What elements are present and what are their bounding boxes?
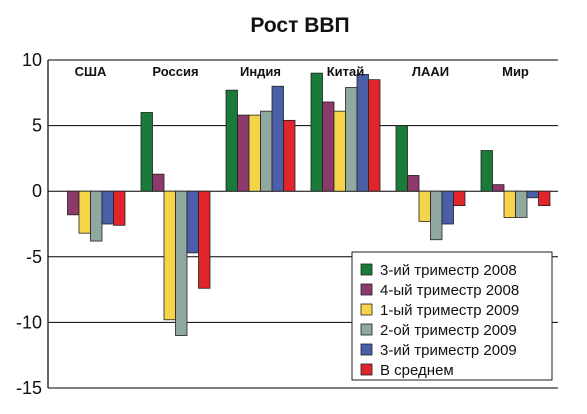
- legend-swatch: [360, 323, 373, 336]
- bar: [333, 110, 346, 192]
- bar: [407, 175, 420, 192]
- bar: [152, 173, 165, 192]
- y-tick-label: 5: [32, 116, 42, 136]
- y-tick-label: 10: [22, 50, 42, 70]
- bar: [430, 190, 443, 241]
- bar: [492, 184, 505, 192]
- legend-swatch: [360, 343, 373, 356]
- bar: [503, 190, 516, 218]
- bar: [453, 190, 466, 207]
- bars: [67, 72, 551, 336]
- bar: [271, 85, 284, 192]
- chart-title: Рост ВВП: [250, 14, 349, 37]
- legend-swatch: [360, 303, 373, 316]
- y-axis: 10 5 0 -5 -10 -15: [16, 50, 49, 398]
- bar: [225, 89, 238, 192]
- legend: 3-ий триместр 2008 4-ый триместр 2008 1-ый…: [351, 251, 553, 381]
- bar: [186, 190, 199, 254]
- category-label: Индия: [240, 64, 281, 79]
- category-label: США: [75, 64, 107, 79]
- bar: [515, 190, 528, 218]
- legend-swatch: [360, 263, 373, 276]
- bar: [368, 79, 381, 192]
- bar: [418, 190, 431, 222]
- bar: [310, 72, 323, 192]
- bar: [198, 190, 211, 289]
- category-label: Мир: [502, 64, 529, 79]
- bar: [163, 190, 176, 321]
- y-tick-label: -10: [16, 312, 42, 332]
- bar: [441, 190, 454, 225]
- bar: [113, 190, 126, 226]
- bar: [538, 190, 551, 207]
- bar: [480, 150, 493, 192]
- y-tick-label: -5: [26, 247, 42, 267]
- bar: [356, 74, 369, 192]
- bar: [345, 87, 358, 192]
- bar: [140, 112, 153, 192]
- bar: [322, 101, 335, 192]
- y-tick-label: 0: [32, 181, 42, 201]
- group-labels: США Россия Индия Китай ЛААИ Мир: [75, 64, 529, 79]
- legend-label: 4-ый триместр 2008: [380, 282, 519, 299]
- bar: [248, 114, 261, 192]
- legend-label: 3-ий триместр 2009: [380, 342, 517, 359]
- bar: [283, 119, 296, 192]
- legend-label: В среднем: [380, 362, 454, 379]
- bar: [90, 190, 103, 242]
- legend-label: 3-ий триместр 2008: [380, 262, 517, 279]
- category-label: Россия: [152, 64, 198, 79]
- y-tick-label: -15: [16, 378, 42, 398]
- bar: [67, 190, 80, 216]
- bar: [395, 125, 408, 192]
- legend-label: 2-ой триместр 2009: [380, 322, 517, 339]
- category-label: Китай: [327, 64, 365, 79]
- bar: [526, 190, 539, 199]
- category-label: ЛААИ: [412, 64, 449, 79]
- bar: [78, 190, 91, 234]
- bar: [175, 190, 188, 336]
- gridlines: [48, 59, 558, 389]
- bar: [260, 110, 273, 192]
- bar: [237, 114, 250, 192]
- bar: [101, 190, 114, 225]
- legend-box: [351, 251, 553, 381]
- legend-swatch: [360, 363, 373, 376]
- legend-swatch: [360, 283, 373, 296]
- legend-label: 1-ый триместр 2009: [380, 302, 519, 319]
